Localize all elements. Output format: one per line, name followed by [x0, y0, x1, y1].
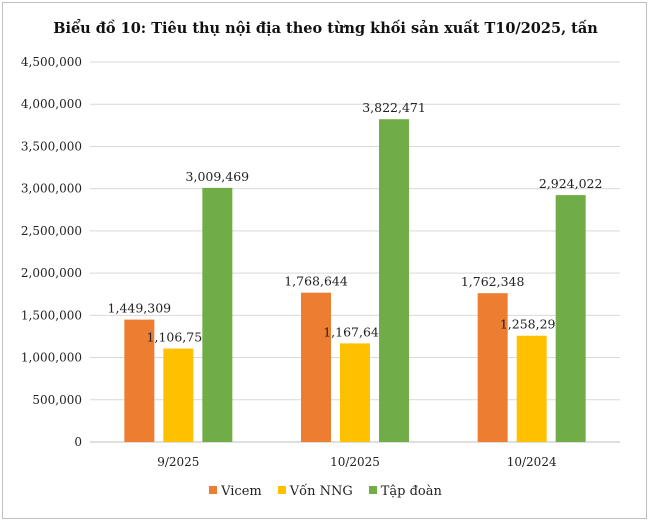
legend-item: Vicem: [209, 484, 262, 499]
legend: Vicem Vốn NNG Tập đoàn: [0, 484, 651, 499]
y-tick-label: 1,500,000: [21, 308, 82, 322]
bar-vốn-nng: [163, 348, 194, 442]
y-tick-label: 3,000,000: [21, 182, 82, 196]
bar-tập-đoàn: [379, 119, 409, 442]
chart-title: Biểu đồ 10: Tiêu thụ nội địa theo từng k…: [53, 20, 598, 37]
data-label: 1,258,295: [500, 317, 564, 332]
x-tick-label: 9/2025: [157, 455, 199, 469]
legend-item: Vốn NNG: [277, 484, 353, 499]
bar-vicem: [124, 319, 155, 442]
chart-frame: [2, 2, 647, 519]
legend-swatch: [209, 486, 218, 494]
legend-swatch: [277, 486, 286, 494]
y-tick-label: 3,500,000: [21, 139, 82, 153]
bar-vốn-nng: [516, 335, 547, 442]
y-tick-label: 500,000: [32, 393, 82, 407]
y-tick-label: 0: [74, 435, 82, 449]
x-tick-label: 10/2024: [507, 455, 557, 469]
y-tick-label: 4,000,000: [21, 97, 82, 111]
legend-label: Vốn NNG: [289, 484, 353, 499]
bar-tập-đoàn: [202, 187, 233, 442]
bar-vốn-nng: [340, 343, 370, 442]
legend-label: Tập đoàn: [380, 484, 442, 499]
y-tick-label: 4,500,000: [21, 55, 82, 69]
data-label: 2,924,022: [539, 176, 603, 191]
y-tick-label: 2,000,000: [21, 266, 82, 280]
legend-label: Vicem: [221, 484, 262, 499]
data-label: 1,167,647: [323, 324, 387, 339]
legend-swatch: [368, 486, 377, 494]
data-label: 3,009,469: [186, 169, 250, 184]
x-tick-label: 10/2025: [330, 455, 380, 469]
data-label: 1,762,348: [461, 274, 525, 289]
y-tick-label: 2,500,000: [21, 224, 82, 238]
data-label: 1,449,309: [108, 301, 172, 316]
bar-vicem: [477, 293, 508, 442]
data-label: 3,822,471: [362, 100, 426, 115]
bar-tập-đoàn: [555, 195, 586, 442]
data-label: 1,768,644: [284, 274, 348, 289]
bar-vicem: [301, 292, 331, 442]
legend-item: Tập đoàn: [368, 484, 442, 499]
data-label: 1,106,755: [147, 330, 211, 345]
y-tick-label: 1,000,000: [21, 351, 82, 365]
